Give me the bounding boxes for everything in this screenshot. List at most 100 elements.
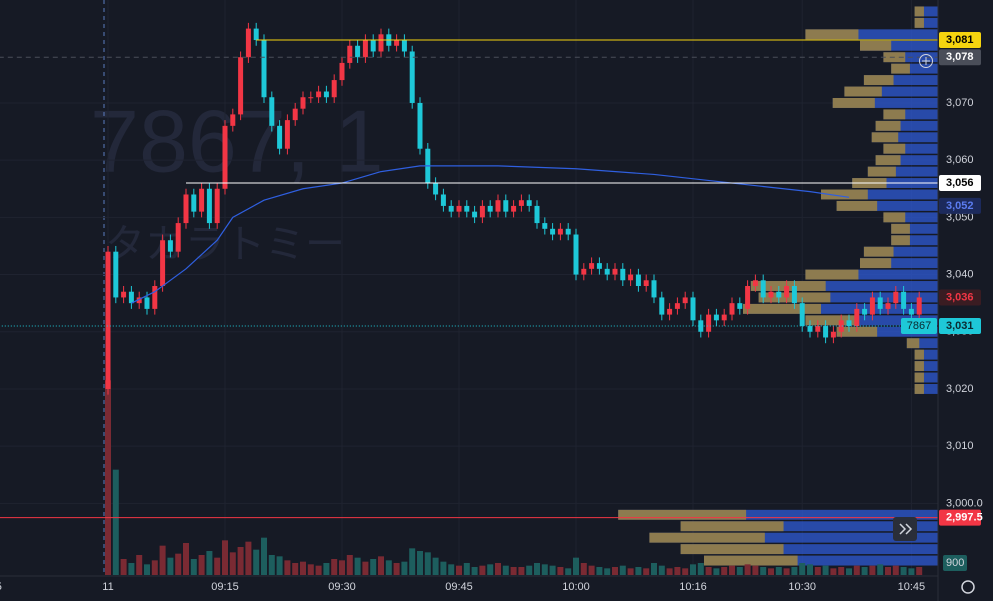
volume-bar bbox=[565, 568, 572, 575]
volume-bar bbox=[456, 565, 462, 575]
profile-bar-part bbox=[680, 521, 784, 532]
profile-bar-part bbox=[649, 532, 765, 543]
x-tick-label: 11 bbox=[102, 581, 113, 593]
profile-bar-part bbox=[914, 17, 924, 28]
volume-bar bbox=[300, 561, 306, 575]
y-tick-label: 3,020 bbox=[946, 383, 974, 395]
volume-bar bbox=[354, 557, 361, 575]
profile-bar bbox=[871, 132, 938, 143]
candle-body bbox=[238, 57, 244, 115]
volume-bar bbox=[136, 555, 143, 575]
profile-bar-part bbox=[891, 235, 910, 246]
profile-bar bbox=[680, 544, 938, 555]
vwap-line bbox=[131, 165, 850, 304]
profile-bar bbox=[805, 269, 938, 280]
y-tick-label: 3,010 bbox=[946, 440, 974, 452]
candle-body bbox=[908, 308, 914, 315]
profile-bar bbox=[883, 109, 938, 120]
candle-body bbox=[651, 280, 657, 298]
profile-bar bbox=[836, 326, 938, 337]
volume-bar bbox=[604, 568, 611, 575]
candle-body bbox=[760, 280, 766, 298]
volume-bar bbox=[253, 549, 260, 575]
candle-body bbox=[768, 291, 774, 298]
candle-body bbox=[659, 297, 665, 315]
volume-bar bbox=[175, 553, 182, 575]
price-label-bg bbox=[939, 49, 981, 66]
profile-bar bbox=[914, 6, 938, 17]
profile-bar-part bbox=[883, 212, 906, 223]
candle-body bbox=[206, 188, 212, 224]
volume-bar bbox=[222, 540, 228, 575]
volume-bar bbox=[417, 551, 423, 575]
volume-bar bbox=[448, 564, 455, 575]
volume-bar bbox=[393, 563, 400, 575]
profile-bar-part bbox=[832, 97, 875, 108]
volume-bar bbox=[237, 547, 244, 575]
x-tick-label: 10:30 bbox=[788, 581, 816, 593]
volume-bar bbox=[463, 563, 470, 575]
volume-bar bbox=[697, 563, 704, 575]
x-tick-label: 09:15 bbox=[211, 581, 239, 593]
candle-body bbox=[916, 297, 922, 315]
volume-bar bbox=[502, 565, 509, 575]
volume-bar bbox=[658, 565, 665, 575]
profile-bar-part bbox=[821, 189, 868, 200]
volume-bar bbox=[105, 380, 111, 575]
candle-body bbox=[838, 320, 844, 332]
price-label-bg bbox=[939, 32, 981, 49]
candle-body bbox=[261, 40, 267, 98]
volume-bar bbox=[315, 565, 322, 575]
profile-bar bbox=[883, 143, 938, 154]
settings-button[interactable] bbox=[961, 580, 975, 594]
volume-bar bbox=[643, 568, 650, 575]
profile-bar bbox=[906, 338, 938, 349]
candle-body bbox=[284, 120, 290, 149]
volume-bar bbox=[151, 560, 158, 575]
volume-bar bbox=[885, 567, 891, 575]
volume-bar bbox=[323, 563, 330, 575]
candle-body bbox=[495, 200, 501, 212]
volume-bar bbox=[284, 560, 291, 575]
candle-body bbox=[339, 62, 345, 81]
price-label-bg bbox=[939, 175, 981, 192]
candle-body bbox=[791, 286, 797, 304]
volume-bar bbox=[214, 557, 221, 575]
profile-bar bbox=[805, 29, 938, 40]
volume-bar bbox=[183, 543, 189, 575]
add-button[interactable] bbox=[919, 54, 933, 68]
profile-bar bbox=[891, 63, 938, 74]
profile-bar bbox=[758, 292, 938, 303]
candle-body bbox=[487, 205, 493, 212]
profile-bar-part bbox=[883, 143, 906, 154]
profile-bar-part bbox=[891, 223, 910, 234]
candle-body bbox=[472, 211, 478, 218]
profile-bar bbox=[704, 555, 938, 566]
volume-bar bbox=[814, 567, 821, 575]
candle-body bbox=[706, 314, 712, 332]
candle-body bbox=[199, 188, 205, 212]
profile-bar-part bbox=[805, 315, 859, 326]
profile-bar bbox=[891, 223, 938, 234]
volume-label-bg bbox=[943, 555, 967, 571]
volume-bar bbox=[729, 565, 735, 575]
price-label: 3,052 bbox=[946, 200, 974, 212]
candle-body bbox=[401, 40, 407, 52]
volume-bar bbox=[580, 563, 587, 575]
volume-bar bbox=[752, 565, 759, 575]
volume-label: 900 bbox=[946, 557, 964, 569]
candle-body bbox=[175, 223, 181, 252]
volume-bar bbox=[869, 565, 876, 575]
volume-bar bbox=[588, 565, 595, 575]
price-label-bg bbox=[939, 197, 981, 214]
profile-bar-part bbox=[863, 75, 894, 86]
profile-bar bbox=[914, 383, 938, 394]
price-label: 3,031 bbox=[946, 320, 974, 332]
candle-body bbox=[901, 291, 907, 309]
candle-body bbox=[128, 291, 134, 304]
volume-bar bbox=[916, 567, 923, 575]
candle-body bbox=[347, 45, 353, 63]
profile-bar-part bbox=[867, 166, 896, 177]
volume-bar bbox=[362, 561, 369, 575]
price-label-bg bbox=[939, 509, 981, 526]
